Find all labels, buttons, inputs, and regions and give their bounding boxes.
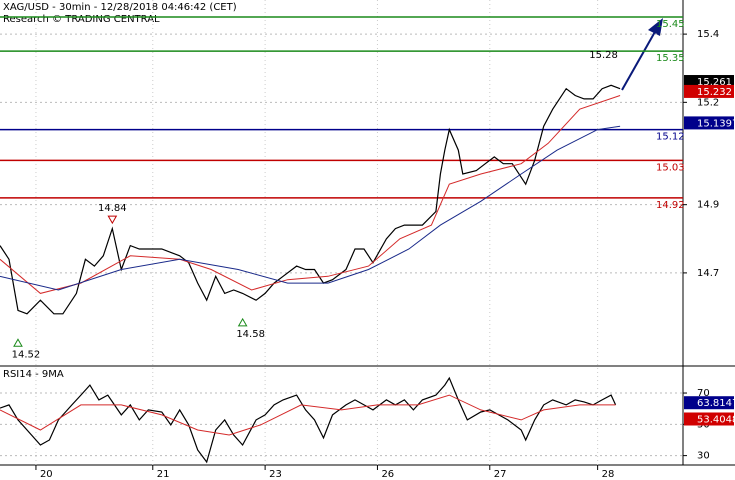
annotation-label: 14.58 [236,329,265,340]
x-tick-label: 21 [157,469,170,480]
annotation-label: 15.28 [589,50,618,61]
panel: 14.7 14.9 15.2 15.4 15.45 15.35 15.12 15.03 14.9… [0,0,735,365]
series-line [0,125,621,291]
price-label-box [684,84,734,98]
y-tick-label: 30 [697,451,710,462]
x-tick-label: 20 [40,469,53,480]
x-tick-label: 26 [381,469,394,480]
series-line [0,394,616,436]
price-label: 15.1397 [697,118,735,129]
level-label: 15.03 [656,162,685,173]
x-tick-label: 27 [494,469,507,480]
price-label-box [684,396,734,410]
arrow-head [648,18,663,36]
chart-title: XAG/USD - 30min - 12/28/2018 04:46:42 (C… [3,2,237,13]
price-label-box [684,412,734,426]
low-marker [13,338,23,347]
y-tick-label: 15.2 [697,97,719,108]
annotation-label: 14.52 [12,349,41,360]
level-label: 15.35 [656,53,685,64]
rsi-title: RSI14 - 9MA [3,369,64,380]
y-tick-label: 15.4 [697,29,719,40]
y-tick-label: 14.7 [697,268,719,279]
trend-arrow [621,18,663,91]
price-label: 15.232 [697,87,732,98]
price-label-box [684,116,734,130]
x-tick-label: 23 [269,469,282,480]
annotation-label: 14.84 [98,203,127,214]
level-label: 14.92 [656,200,685,211]
level-label: 15.12 [656,132,685,143]
series-line [0,84,621,315]
series-line [0,376,617,464]
price-label: 15.261 [697,77,732,88]
price-label: 63.8147 [697,398,735,409]
low-marker [237,317,248,327]
x-tick-label: 28 [602,469,615,480]
price-label: 53.4048 [697,414,735,425]
y-tick-label: 70 [697,388,710,399]
price-label-box [684,75,734,89]
y-tick-label: 14.9 [697,200,719,211]
series-line [0,95,621,294]
chart-subtitle: Research © TRADING CENTRAL [3,14,160,25]
high-marker [107,215,118,225]
level-label: 15.45 [656,19,685,30]
arrow-shaft [621,29,657,91]
